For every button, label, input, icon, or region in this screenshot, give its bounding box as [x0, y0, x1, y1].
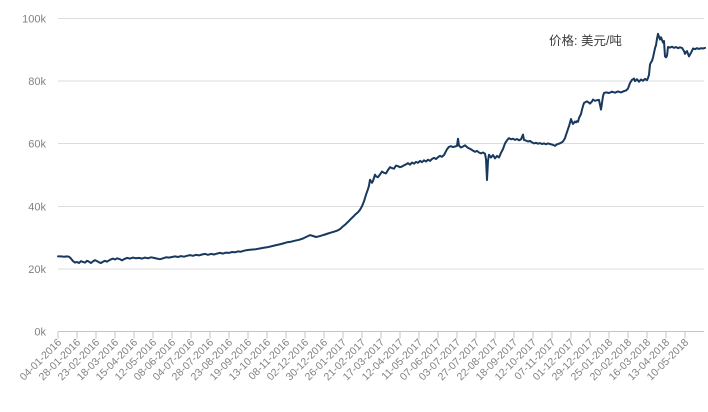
- y-axis-tick-label: 80k: [28, 76, 46, 88]
- y-axis-tick-label: 60k: [28, 139, 46, 151]
- y-axis-tick-label: 20k: [28, 264, 46, 276]
- series-label: 价格: 美元/吨: [549, 34, 622, 48]
- price-series-line: [57, 32, 706, 264]
- y-axis-tick-label: 100k: [22, 14, 46, 26]
- y-axis-tick-label: 0k: [34, 327, 46, 339]
- y-axis-tick-label: 40k: [28, 201, 46, 213]
